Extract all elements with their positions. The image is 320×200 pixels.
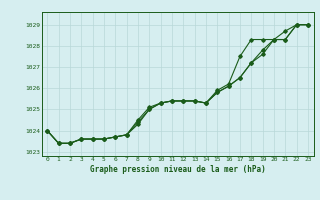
X-axis label: Graphe pression niveau de la mer (hPa): Graphe pression niveau de la mer (hPa) bbox=[90, 165, 266, 174]
